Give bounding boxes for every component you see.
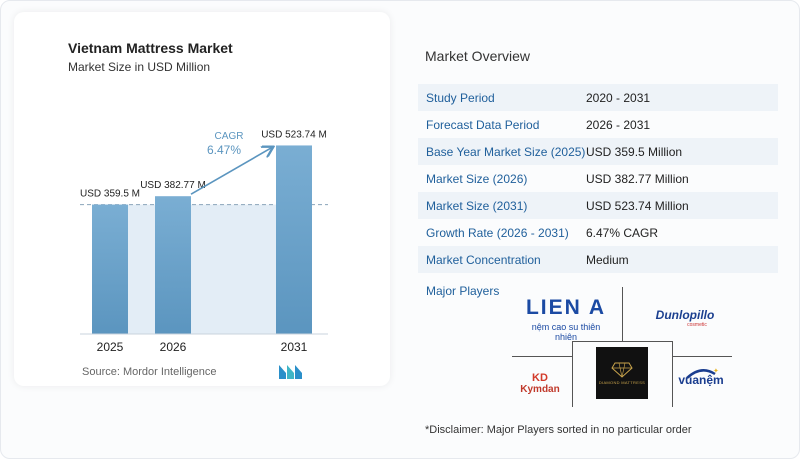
kymdan-name: Kymdan: [520, 384, 560, 395]
bar-data-label: USD 359.5 M: [80, 189, 140, 200]
bar-chart: USD 359.5 M 2025 USD 382.77 M 2026 USD 523.7…: [80, 129, 328, 354]
bar: [155, 196, 191, 334]
players-title: Major Players: [426, 284, 500, 298]
players-divider: [512, 356, 572, 357]
vuanem-arc-icon: ✦: [686, 367, 719, 379]
players-divider: [622, 287, 623, 341]
x-tick-label: 2026: [160, 340, 187, 354]
overview-row-value: 6.47% CAGR: [586, 225, 659, 240]
overview-row: Growth Rate (2026 - 2031) 6.47% CAGR: [418, 219, 778, 246]
dunlopillo-logo: Dunlopillo cosmetic: [650, 308, 720, 328]
overview-row: Forecast Data Period 2026 - 2031: [418, 111, 778, 138]
diamond-name: DIAMOND MATTRESS: [598, 379, 646, 385]
lien-a-name: LIEN A: [525, 296, 607, 319]
overview-row: Study Period 2020 - 2031: [418, 84, 778, 111]
bar: [276, 145, 312, 334]
diamond-icon: [611, 362, 633, 378]
base-level-band: [92, 204, 312, 334]
bar: [92, 204, 128, 334]
overview-row: Market Size (2026) USD 382.77 Million: [418, 165, 778, 192]
chart-title: Vietnam Mattress Market: [68, 40, 233, 56]
cagr-value: 6.47%: [207, 143, 241, 157]
overview-row: Market Size (2031) USD 523.74 Million: [418, 192, 778, 219]
overview-row-value: 2026 - 2031: [586, 117, 651, 132]
overview-title: Market Overview: [425, 48, 531, 64]
overview-row-value: USD 523.74 Million: [586, 198, 689, 213]
players-divider: [672, 341, 673, 407]
x-tick-label: 2025: [97, 340, 124, 354]
overview-row-value: Medium: [586, 252, 629, 267]
diamond-mattress-logo: DIAMOND MATTRESS: [596, 347, 648, 399]
overview-row-label: Base Year Market Size (2025): [426, 144, 586, 159]
disclaimer: *Disclaimer: Major Players sorted in no …: [425, 424, 692, 436]
overview-row: Market Concentration Medium: [418, 246, 778, 273]
mordor-logo-icon: [279, 365, 302, 379]
chart-subtitle: Market Size in USD Million: [68, 60, 211, 74]
overview-row-label: Market Size (2026): [426, 171, 528, 186]
overview-row-label: Growth Rate (2026 - 2031): [426, 225, 569, 240]
dunlopillo-tagline: cosmetic: [687, 322, 707, 328]
players-divider: [572, 341, 573, 407]
cagr-arrow: [190, 147, 272, 195]
dunlopillo-name: Dunlopillo: [655, 308, 715, 322]
lien-a-logo: LIEN A nệm cao su thiên nhiên: [521, 296, 611, 342]
bar-data-label: USD 382.77 M: [140, 180, 206, 191]
lien-a-tagline: nệm cao su thiên nhiên: [531, 322, 601, 342]
overview-row-value: USD 359.5 Million: [586, 144, 683, 159]
vuanem-logo: ✦ vuanệm: [675, 367, 727, 387]
overview-row-value: 2020 - 2031: [586, 90, 651, 105]
x-tick-label: 2031: [281, 340, 308, 354]
svg-text:✦: ✦: [713, 367, 719, 375]
cagr-label: CAGR: [215, 131, 244, 142]
overview-row-label: Market Concentration: [426, 252, 541, 267]
kymdan-logo: KD Kymdan: [516, 372, 564, 396]
overview-row: Base Year Market Size (2025) USD 359.5 Mi…: [418, 138, 778, 165]
overview-row-label: Forecast Data Period: [426, 117, 540, 132]
players-divider: [572, 341, 672, 342]
kymdan-mark: KD: [532, 372, 548, 384]
overview-row-label: Study Period: [426, 90, 495, 105]
players-divider: [672, 356, 732, 357]
bar-data-label: USD 523.74 M: [261, 129, 327, 140]
chart-source: Source: Mordor Intelligence: [82, 366, 217, 378]
overview-row-label: Market Size (2031): [426, 198, 528, 213]
overview-row-value: USD 382.77 Million: [586, 171, 689, 186]
